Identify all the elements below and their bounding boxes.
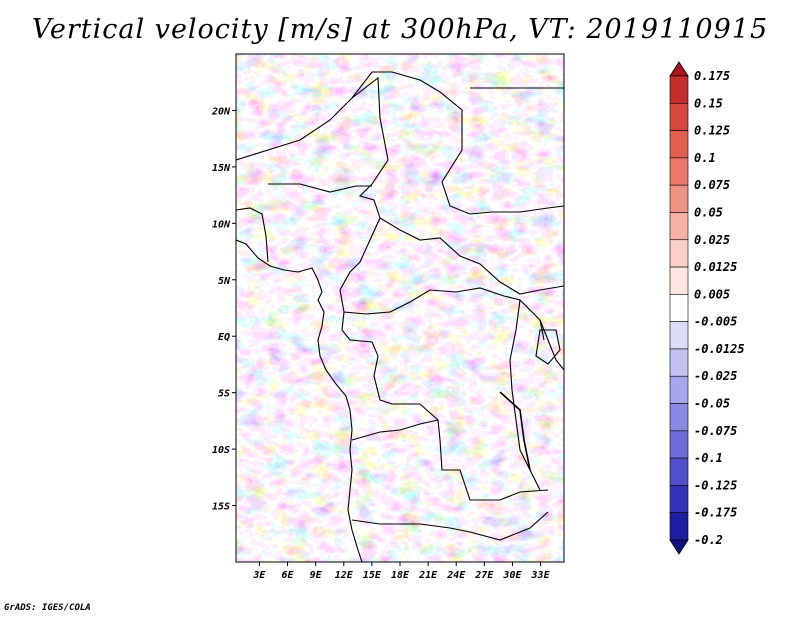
- colorbar-swatch: [669, 212, 689, 241]
- colorbar-label: -0.0125: [694, 342, 745, 356]
- colorbar-swatch: [669, 375, 689, 404]
- colorbar-swatch: [669, 102, 689, 131]
- lon-label: 6E: [282, 570, 295, 581]
- coastline: [236, 239, 363, 562]
- colorbar-label: -0.2: [694, 533, 723, 547]
- colorbar-swatch: [669, 321, 689, 350]
- border-niger-nigeria: [268, 183, 372, 193]
- border-benin: [236, 207, 269, 263]
- plot-title: Vertical velocity [m/s] at 300hPa, VT: 2…: [31, 14, 769, 45]
- lake-tanganyika: [499, 391, 531, 471]
- colorbar-swatch: [669, 184, 689, 213]
- colorbar-swatch: [669, 157, 689, 186]
- latitude-axis: 20N 15N 10N 5N EQ 5S 10S 15S: [211, 106, 236, 513]
- lon-label: 21E: [418, 570, 438, 581]
- lon-label: 33E: [531, 570, 551, 581]
- colorbar-label: -0.125: [694, 478, 737, 492]
- lon-label: 9E: [310, 570, 323, 581]
- lat-label: 5N: [218, 276, 231, 287]
- colorbar-label: -0.1: [694, 451, 723, 465]
- colorbar-swatch: [669, 512, 689, 541]
- border-chad: [351, 76, 389, 219]
- border-cameroon: [339, 217, 391, 315]
- colorbar-label: 0.15: [694, 96, 723, 110]
- lon-label: 18E: [391, 570, 410, 581]
- colorbar-label: 0.125: [694, 124, 730, 138]
- colorbar: 0.175 0.15 0.125 0.1 0.075 0.05 0.025 0.0125 0.0…: [669, 61, 745, 555]
- lat-label: 15S: [212, 502, 230, 513]
- lat-label: EQ: [218, 332, 230, 343]
- lake-victoria: [535, 329, 561, 365]
- colorbar-label: 0.0125: [694, 260, 737, 274]
- colorbar-swatch: [669, 294, 689, 322]
- longitude-axis: 3E 6E 9E 12E 15E 18E 21E 24E 27E 30E 33E: [252, 562, 551, 581]
- border-car-drc: [389, 287, 545, 341]
- lon-label: 24E: [446, 570, 466, 581]
- lon-label: 15E: [363, 570, 382, 581]
- colorbar-label: -0.175: [694, 506, 737, 520]
- colorbar-top-arrow: [669, 61, 689, 77]
- border-car-sudan: [379, 217, 564, 295]
- colorbar-label: 0.05: [694, 205, 723, 219]
- map-boundaries: [236, 71, 564, 562]
- lat-label: 5S: [218, 389, 230, 400]
- lon-label: 27E: [474, 570, 494, 581]
- colorbar-bottom-arrow: [669, 539, 689, 555]
- colorbar-swatch: [669, 430, 689, 459]
- lat-label: 10S: [212, 445, 230, 456]
- grads-credit: GrADS: IGES/COLA: [4, 603, 91, 613]
- colorbar-swatch: [669, 75, 689, 104]
- colorbar-swatch: [669, 403, 689, 432]
- velocity-field: [236, 54, 564, 562]
- border-congo-gabon: [341, 311, 393, 405]
- border-angola-north: [351, 419, 439, 441]
- border-libya-chad-sudan: [236, 71, 564, 215]
- colorbar-label: 0.075: [694, 178, 730, 192]
- lat-label: 10N: [212, 219, 231, 230]
- colorbar-swatch: [669, 130, 689, 159]
- colorbar-label: -0.005: [694, 315, 737, 329]
- lat-label: 20N: [211, 106, 231, 117]
- lon-label: 30E: [502, 570, 522, 581]
- colorbar-label: 0.1: [694, 151, 716, 165]
- colorbar-swatch: [669, 485, 689, 514]
- colorbar-label: 0.175: [694, 69, 730, 83]
- border-namibia-zambia: [351, 511, 549, 541]
- colorbar-label: -0.075: [694, 424, 737, 438]
- map-panel: [235, 53, 565, 563]
- colorbar-swatch: [669, 266, 689, 295]
- lat-label: 15N: [212, 163, 231, 174]
- lon-label: 12E: [335, 570, 354, 581]
- colorbar-label: -0.025: [694, 369, 737, 383]
- colorbar-label: -0.05: [694, 397, 730, 411]
- colorbar-label: 0.005: [694, 287, 730, 301]
- colorbar-swatch: [669, 239, 689, 268]
- colorbar-label: 0.025: [694, 233, 730, 247]
- border-angola-drc: [392, 403, 549, 501]
- colorbar-swatch: [669, 457, 689, 486]
- colorbar-swatch: [669, 348, 689, 377]
- lon-label: 3E: [252, 570, 266, 581]
